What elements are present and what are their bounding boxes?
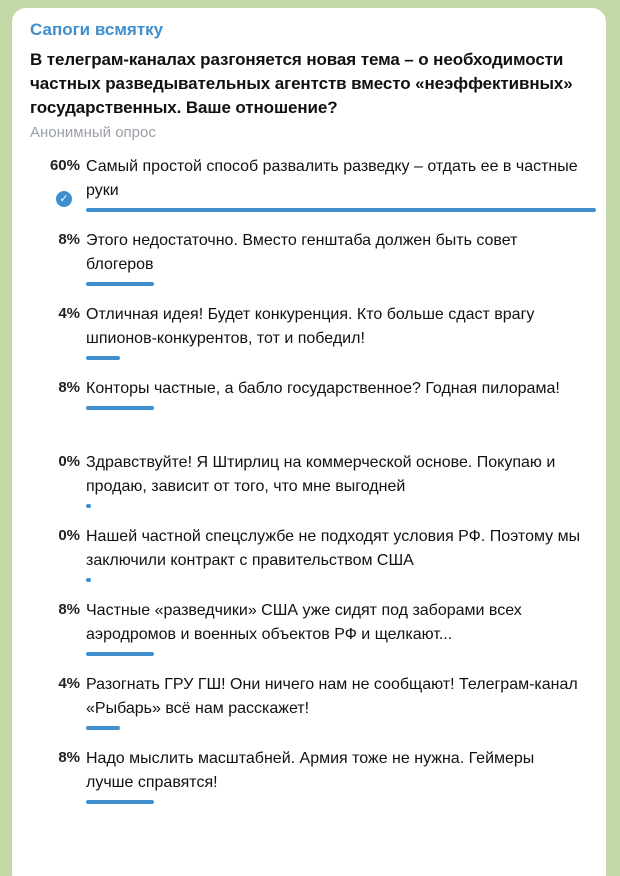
poll-option-percent: 0% (58, 527, 80, 544)
poll-option-percent: 8% (58, 749, 80, 766)
poll-option-text: Конторы частные, а бабло государственное… (86, 380, 560, 397)
poll-question: В телеграм-каналах разгоняется новая тем… (30, 50, 573, 117)
poll-option-7[interactable]: 8% Частные «разведчики» США уже сидят по… (30, 599, 586, 673)
poll-type-label: Анонимный опрос (30, 124, 156, 141)
poll-option-6[interactable]: 0% Нашей частной спецслужбе не подходят … (30, 525, 586, 599)
poll-option-5[interactable]: 0% Здравствуйте! Я Штирлиц на коммерческ… (30, 451, 586, 525)
poll-option-text: Разогнать ГРУ ГШ! Они ничего нам не сооб… (86, 676, 578, 717)
poll-option-percent: 8% (58, 601, 80, 618)
poll-option-bar (86, 726, 120, 730)
poll-option-bar (86, 282, 154, 286)
poll-option-4[interactable]: 8% Конторы частные, а бабло государствен… (30, 377, 586, 451)
poll-option-text: Самый простой способ развалить разведку … (86, 158, 578, 199)
channel-name[interactable]: Сапоги всмятку (30, 20, 164, 39)
poll-option-percent: 8% (58, 379, 80, 396)
poll-option-percent: 0% (58, 453, 80, 470)
poll-option-percent: 8% (58, 231, 80, 248)
poll-option-bar (86, 504, 91, 508)
poll-option-percent: 4% (58, 675, 80, 692)
poll-option-text: Здравствуйте! Я Штирлиц на коммерческой … (86, 454, 556, 495)
poll-option-text: Отличная идея! Будет конкуренция. Кто бо… (86, 306, 535, 347)
poll-option-bar (86, 406, 154, 410)
poll-option-3[interactable]: 4% Отличная идея! Будет конкуренция. Кто… (30, 303, 586, 377)
poll-option-bar (86, 800, 154, 804)
poll-option-2[interactable]: 8% Этого недостаточно. Вместо генштаба д… (30, 229, 586, 303)
poll-message-bubble: Сапоги всмятку В телеграм-каналах разгон… (12, 8, 606, 876)
check-icon: ✓ (56, 191, 72, 207)
poll-option-bar (86, 356, 120, 360)
poll-option-text: Надо мыслить масштабней. Армия тоже не н… (86, 750, 535, 791)
poll-option-bar (86, 578, 91, 582)
poll-option-text: Этого недостаточно. Вместо генштаба долж… (86, 232, 518, 273)
poll-option-1[interactable]: 60% Самый простой способ развалить разве… (30, 155, 596, 229)
poll-option-percent: 4% (58, 305, 80, 322)
poll-option-text: Частные «разведчики» США уже сидят под з… (86, 602, 522, 643)
poll-option-text: Нашей частной спецслужбе не подходят усл… (86, 528, 581, 569)
poll-option-9[interactable]: 8% Надо мыслить масштабней. Армия тоже н… (30, 747, 586, 821)
poll-options-list: 60% Самый простой способ развалить разве… (30, 155, 596, 821)
poll-option-8[interactable]: 4% Разогнать ГРУ ГШ! Они ничего нам не с… (30, 673, 586, 747)
poll-option-percent: 60% (49, 157, 80, 174)
poll-option-bar (86, 652, 154, 656)
poll-option-bar (86, 208, 596, 212)
